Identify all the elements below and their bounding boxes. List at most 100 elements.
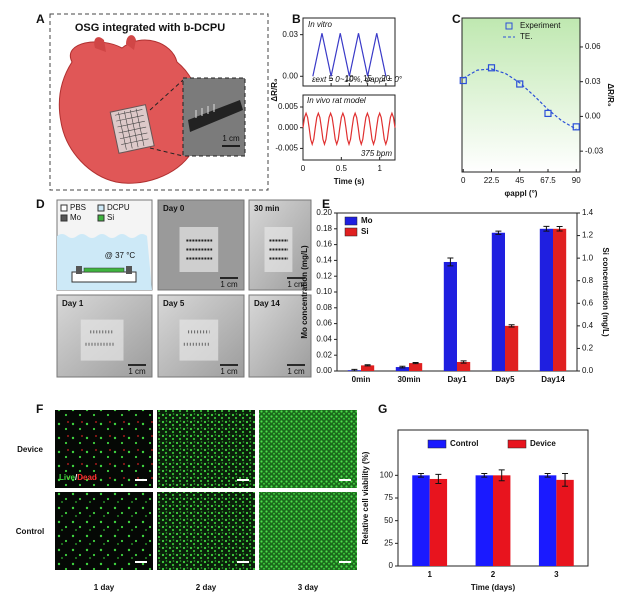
row-label: Device xyxy=(17,445,43,454)
temperature: @ 37 °C xyxy=(105,251,136,260)
panel-label: B xyxy=(292,12,301,26)
x-tick-label: 0.5 xyxy=(336,164,348,173)
zoom-line xyxy=(149,79,184,157)
annotation: In vivo rat model xyxy=(307,96,366,105)
data-line xyxy=(462,68,577,130)
y-tick-label: 0.00 xyxy=(316,366,332,375)
x-tick-label: 67.5 xyxy=(540,176,556,185)
y-tick-label: 25 xyxy=(384,538,393,547)
panel-a-frame xyxy=(49,13,269,191)
legend-swatch xyxy=(427,439,447,449)
scale-label: 1 cm xyxy=(287,367,305,376)
legend-label: Mo xyxy=(70,213,82,222)
x-tick-label: 1 xyxy=(377,164,382,173)
y-tick-label: -0.005 xyxy=(275,144,298,153)
inset-device xyxy=(188,100,243,132)
y-tick-label: -0.03 xyxy=(585,146,604,155)
micrograph xyxy=(259,410,357,488)
stain-text: Live xyxy=(59,473,76,482)
photo-label: Day 0 xyxy=(163,204,185,213)
x-tick-label: 45 xyxy=(515,176,524,185)
device-patch xyxy=(109,104,155,154)
y-tick-label: 0.6 xyxy=(582,298,594,307)
y-axis-label: Relative cell viability (%) xyxy=(361,451,370,544)
x-axis-label: Time (s) xyxy=(334,177,365,186)
film xyxy=(264,227,293,272)
x-axis-label: φappl (°) xyxy=(505,189,538,198)
panel-label: C xyxy=(452,12,461,26)
photo-label: Day 14 xyxy=(254,299,280,308)
residue xyxy=(183,330,210,346)
stain-text: / xyxy=(75,473,78,482)
scale-label: 1 cm xyxy=(222,134,240,143)
y-tick-label: 0.16 xyxy=(316,240,332,249)
y-tick-label: 0.005 xyxy=(278,102,299,111)
scale-label: 1 cm xyxy=(287,280,305,289)
mo-electrode xyxy=(76,266,82,274)
y-tick-label: 1.4 xyxy=(582,208,594,217)
photo xyxy=(248,294,312,378)
error-bar xyxy=(412,362,419,365)
error-bar xyxy=(399,365,406,369)
bar xyxy=(409,363,423,371)
column-label: 1 day xyxy=(94,583,115,592)
y-tick-label: 0.06 xyxy=(316,319,332,328)
y-axis-label: ΔR/R₀ xyxy=(606,83,615,107)
panel-label: G xyxy=(378,402,387,416)
legend-label: Experiment xyxy=(520,21,561,30)
mo-electrode xyxy=(126,266,132,274)
micrograph xyxy=(157,410,255,488)
x-tick-label: Day1 xyxy=(447,375,467,384)
x-tick-label: 1 xyxy=(427,570,432,579)
y-axis-label: ΔR/R₀ xyxy=(270,78,279,102)
x-tick-label: Day5 xyxy=(495,375,515,384)
y-tick-label: 50 xyxy=(384,516,393,525)
y-tick-label: 0.2 xyxy=(582,344,594,353)
row-label: Control xyxy=(16,527,44,536)
y-tick-label: 0.000 xyxy=(278,123,299,132)
legend-swatch xyxy=(507,439,527,449)
legend-label: Mo xyxy=(361,216,373,225)
y-tick-label: 0.8 xyxy=(582,276,594,285)
photo-label: 30 min xyxy=(254,204,279,213)
panel-c-background xyxy=(462,18,580,172)
legend-label: Control xyxy=(450,439,478,448)
legend-label: Device xyxy=(530,439,556,448)
plot-frame xyxy=(461,17,581,173)
photo-label: Day 1 xyxy=(62,299,84,308)
x-tick-label: 15 xyxy=(363,74,372,83)
error-bar xyxy=(508,324,515,328)
bar xyxy=(412,475,430,566)
bar xyxy=(553,228,567,371)
y-axis-label: Mo concentration (mg/L) xyxy=(300,245,309,339)
annotation: 375 bpm xyxy=(361,149,392,158)
y-tick-label: 0.14 xyxy=(316,256,332,265)
data-line xyxy=(312,33,387,77)
electrode-array xyxy=(186,239,213,260)
bar xyxy=(457,361,471,371)
x-tick-label: 2 xyxy=(491,570,496,579)
error-bar xyxy=(481,473,488,478)
y-tick-label: 0.06 xyxy=(585,42,601,51)
error-bar xyxy=(495,230,502,235)
x-tick-label: 10 xyxy=(345,74,354,83)
x-axis-label: Time (days) xyxy=(471,583,516,592)
x-tick-label: 5 xyxy=(329,74,334,83)
error-bar xyxy=(556,226,563,232)
film xyxy=(179,319,219,361)
scale-label: 1 cm xyxy=(220,280,238,289)
y-tick-label: 100 xyxy=(380,470,394,479)
legend-label: DCPU xyxy=(107,203,130,212)
residue xyxy=(85,330,114,346)
panel-a-title: OSG integrated with b-DCPU xyxy=(75,22,225,34)
annotation: In vitro xyxy=(308,20,333,29)
error-bar xyxy=(447,257,454,267)
bar xyxy=(556,479,574,566)
y-tick-label: 0.00 xyxy=(585,112,601,121)
scale-label: 1 cm xyxy=(220,367,238,376)
bar xyxy=(538,475,557,566)
legend-swatch xyxy=(344,216,358,226)
vessel xyxy=(94,35,136,52)
error-bar xyxy=(543,225,550,232)
y2-axis-label: Si concentration (mg/L) xyxy=(601,247,610,337)
